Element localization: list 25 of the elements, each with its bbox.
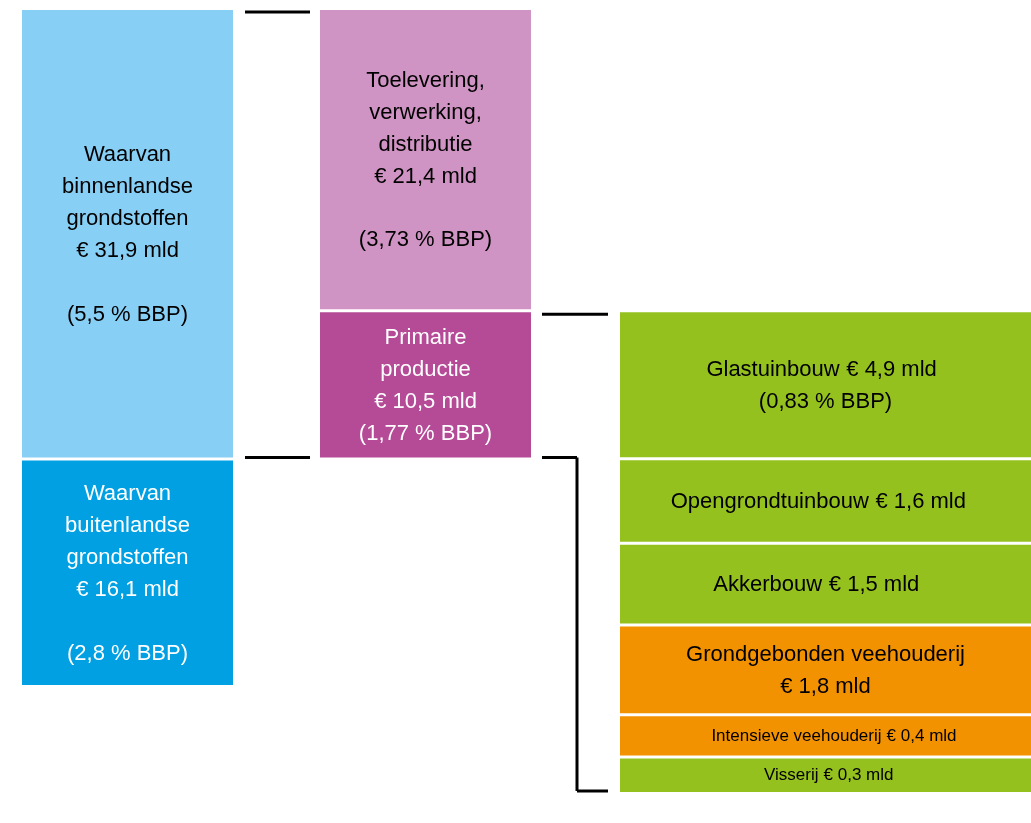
category-label: Glastuinbouw — [706, 355, 840, 381]
data-label: € 31,9 mld — [76, 236, 179, 262]
category-label: Primaire productie — [380, 324, 471, 381]
text: (1,77 % BBP) — [358, 419, 493, 445]
category-label: Visserij — [763, 765, 819, 785]
data-label: € 16,1 mld — [76, 575, 179, 601]
category-label: Waarvan buitenlandse grondstoffen — [65, 480, 190, 569]
category-label: Opengrondtuinbouw — [670, 487, 869, 513]
text: (5,5 % BBP) — [66, 300, 189, 326]
data-label: € 1,8 mld — [780, 672, 871, 698]
category-label: Grondgebonden veehouderij — [686, 640, 965, 666]
data-label: € 4,9 mld — [846, 355, 937, 381]
category-label: Intensieve veehouderij — [711, 725, 882, 745]
text: (0,83 % BBP) — [758, 387, 893, 413]
category-label: Toelevering, verwerking, distributie — [366, 66, 485, 156]
category-label: Waarvan binnenlandse grondstoffen — [62, 141, 193, 230]
data-label: € 10,5 mld — [374, 387, 477, 413]
data-label: € 1,5 mld — [828, 571, 920, 597]
data-label: € 21,4 mld — [374, 162, 477, 188]
text: (2,8 % BBP) — [66, 639, 189, 665]
data-label: € 1,6 mld — [875, 487, 966, 513]
data-label: € 0,4 mld — [886, 725, 957, 745]
category-label: Akkerbouw — [713, 571, 823, 597]
data-label: € 0,3 mld — [823, 765, 894, 785]
text: (3,73 % BBP) — [358, 226, 493, 252]
